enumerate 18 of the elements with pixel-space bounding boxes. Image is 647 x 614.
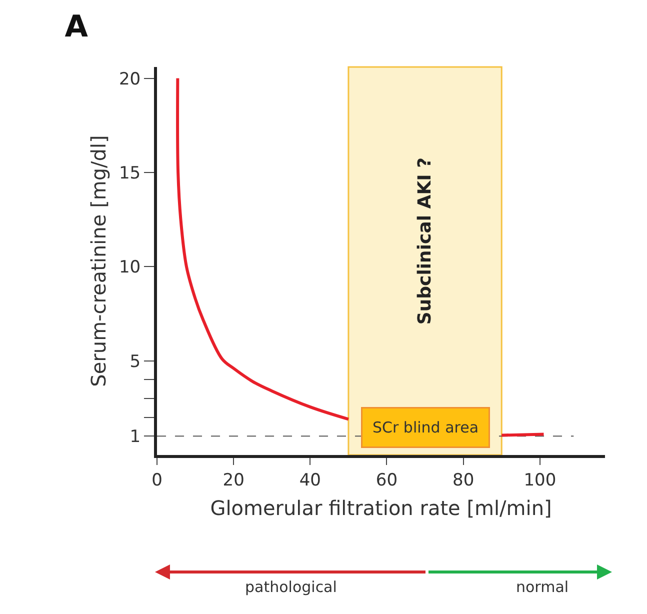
y-tick-label: 5 — [130, 352, 141, 372]
x-tick-label: 0 — [152, 470, 162, 490]
x-tick-label: 60 — [376, 470, 398, 490]
band-label: Subclinical AKI ? — [414, 157, 436, 325]
x-tick-label: 20 — [222, 470, 244, 490]
y-tick-label: 15 — [118, 163, 141, 184]
y-tick-label: 20 — [118, 69, 141, 90]
x-tick-label: 40 — [299, 470, 321, 490]
text: normal — [516, 578, 569, 596]
y-tick-label: 1 — [130, 427, 141, 448]
x-axis-title: Glomerular filtration rate [ml/min] — [210, 496, 552, 520]
annotation: SCr blind area — [372, 418, 479, 436]
text: pathological — [245, 578, 337, 596]
y-tick-label: 10 — [118, 258, 141, 278]
x-tick-label: 100 — [524, 470, 556, 490]
x-tick-label: 80 — [452, 470, 474, 490]
y-axis-title: Serum-creatinine [mg/dl] — [86, 135, 110, 387]
chart-title: A — [64, 9, 89, 44]
